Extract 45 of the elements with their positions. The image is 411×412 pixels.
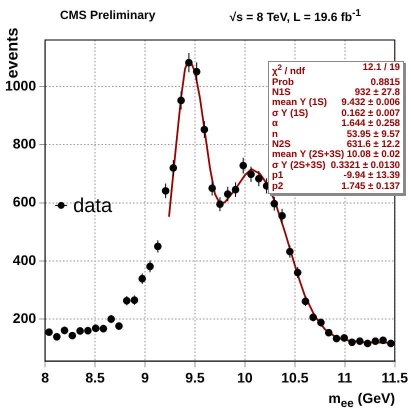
annotation: 932 ± 27.8 bbox=[354, 87, 400, 98]
point bbox=[53, 332, 61, 341]
annotation: 631.6 ± 12.2 bbox=[346, 139, 400, 150]
y-tick-label: 400 bbox=[12, 252, 36, 268]
x-tick-label: 9 bbox=[141, 369, 150, 386]
annotation: 1.745 ± 0.137 bbox=[341, 180, 400, 192]
annotation: 9.432 ± 0.006 bbox=[341, 97, 400, 109]
x-tick-label: 10 bbox=[237, 369, 253, 386]
y-tick-label: 600 bbox=[12, 194, 36, 210]
annotation: χ$^{2}$ / ndf bbox=[272, 63, 305, 78]
annotation: σ Υ (1S) bbox=[272, 108, 308, 120]
annotation: 0.8815 bbox=[370, 76, 400, 88]
legend-label: data bbox=[73, 194, 113, 217]
annotation: -9.94 ± 13.39 bbox=[344, 170, 400, 182]
x-tick-label: 9.5 bbox=[185, 369, 205, 386]
annotation: n bbox=[272, 128, 278, 140]
annotation: 0.162 ± 0.007 bbox=[341, 108, 400, 119]
annotation: N2S bbox=[272, 139, 291, 150]
annotation: mean Υ (2S+3S) bbox=[272, 149, 344, 161]
annotation: 1.644 ± 0.258 bbox=[341, 118, 400, 130]
y-tick-label: 800 bbox=[12, 136, 36, 152]
y-tick-label: 1000 bbox=[4, 77, 36, 94]
annotation: p2 bbox=[272, 180, 284, 192]
x-tick-label: 11.5 bbox=[382, 369, 408, 386]
chart-subtitle: √s = 8 TeV, L = 19.6 fb$^{-1}$ bbox=[230, 8, 361, 24]
x-tick-label: 8 bbox=[41, 369, 50, 386]
chart-title: CMS Preliminary bbox=[60, 8, 156, 22]
annotation: 10.08 ± 0.02 bbox=[346, 149, 400, 161]
annotation: mean Υ (1S) bbox=[272, 97, 327, 109]
annotation: Prob bbox=[272, 76, 294, 88]
point bbox=[372, 337, 380, 345]
y-tick-label: 200 bbox=[12, 310, 36, 326]
annotation: N1S bbox=[272, 87, 291, 98]
annotation: σ Υ (2S+3S) bbox=[272, 160, 326, 171]
y-axis-title: events bbox=[4, 28, 22, 78]
annotation: 12.1 / 19 bbox=[362, 62, 400, 75]
annotation: 0.3321 ± 0.0130 bbox=[330, 160, 400, 171]
x-tick-label: 11 bbox=[337, 369, 352, 386]
annotation: p1 bbox=[272, 170, 284, 182]
x-axis-title: m$_{ee}$ (GeV) bbox=[328, 390, 395, 410]
x-tick-label: 10.5 bbox=[281, 369, 309, 386]
annotation: 53.95 ± 9.57 bbox=[346, 128, 400, 140]
annotation: α bbox=[272, 118, 278, 130]
x-tick-label: 8.5 bbox=[85, 369, 106, 386]
point bbox=[356, 337, 364, 345]
